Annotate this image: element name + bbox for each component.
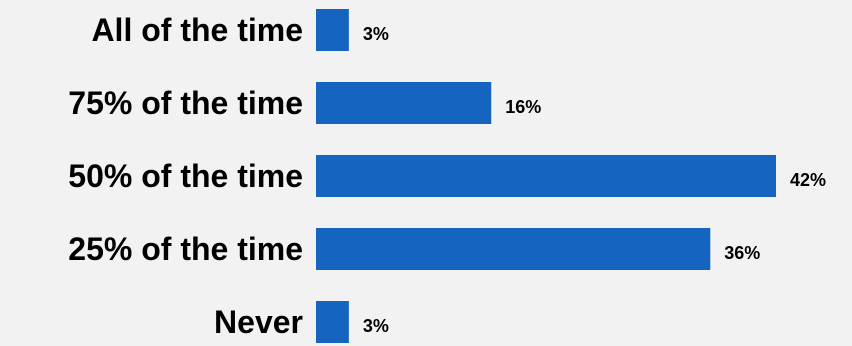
value-label-25pct-of-the-time: 36% [724, 243, 760, 263]
value-label-50pct-of-the-time: 42% [790, 170, 826, 190]
value-label-never: 3% [363, 316, 389, 336]
bar-75pct-of-the-time [316, 82, 492, 124]
category-label-50pct-of-the-time: 50% of the time [68, 158, 303, 194]
value-label-all-of-the-time: 3% [363, 24, 389, 44]
value-labels: 3% 16% 42% 36% 3% [363, 24, 826, 336]
bar-all-of-the-time [316, 9, 349, 51]
value-label-75pct-of-the-time: 16% [505, 97, 541, 117]
bar-25pct-of-the-time [316, 228, 711, 270]
bar-never [316, 301, 349, 343]
bar-50pct-of-the-time [316, 155, 776, 197]
category-label-never: Never [214, 304, 303, 340]
category-label-75pct-of-the-time: 75% of the time [68, 85, 303, 121]
category-labels: All of the time 75% of the time 50% of the… [68, 12, 303, 340]
bars [316, 9, 776, 343]
category-label-25pct-of-the-time: 25% of the time [68, 231, 303, 267]
category-label-all-of-the-time: All of the time [91, 12, 303, 48]
